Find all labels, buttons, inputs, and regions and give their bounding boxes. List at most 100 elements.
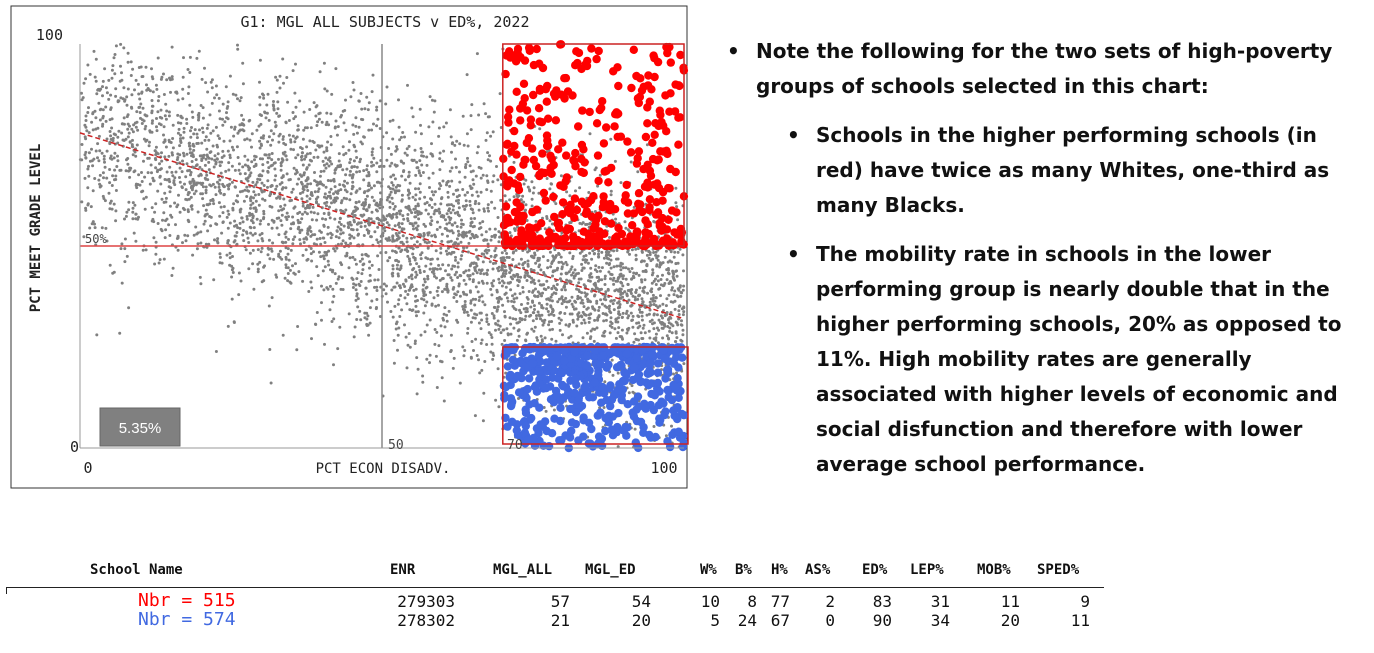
gray-point <box>190 188 194 192</box>
red-point <box>516 52 525 62</box>
gray-point <box>442 125 446 129</box>
gray-point <box>331 287 335 291</box>
gray-point <box>107 78 111 82</box>
gray-point <box>577 281 581 285</box>
gray-point <box>466 191 469 194</box>
gray-point <box>452 356 456 360</box>
gray-point <box>295 348 299 352</box>
gray-point <box>479 341 483 345</box>
gray-point <box>237 162 241 166</box>
gray-point <box>306 177 310 181</box>
gray-point <box>425 241 429 245</box>
gray-point <box>388 205 392 209</box>
gray-point <box>416 213 420 216</box>
gray-point <box>481 300 485 304</box>
gray-point <box>341 209 345 213</box>
gray-point <box>446 190 450 194</box>
red-point <box>653 57 663 67</box>
gray-point <box>396 183 400 187</box>
gray-point <box>190 126 193 129</box>
gray-point <box>532 311 536 315</box>
gray-point <box>569 267 573 271</box>
gray-point <box>400 198 404 202</box>
gray-point <box>297 270 301 274</box>
red-point <box>645 195 655 204</box>
red-point <box>542 97 551 106</box>
gray-point <box>500 265 504 269</box>
gray-point <box>433 202 437 206</box>
gray-point <box>403 151 407 155</box>
gray-point <box>220 231 224 235</box>
gray-point <box>366 230 370 234</box>
gray-point <box>507 281 511 285</box>
gray-point <box>351 123 355 127</box>
gray-point <box>273 167 277 171</box>
gray-point <box>654 283 658 286</box>
gray-point <box>525 279 529 282</box>
gray-point <box>412 267 416 270</box>
gray-point <box>209 80 213 84</box>
gray-point <box>634 337 638 341</box>
gray-point <box>355 292 359 296</box>
gray-point <box>213 154 217 158</box>
gray-point <box>243 188 247 192</box>
gray-point <box>210 86 214 90</box>
gray-point <box>560 267 564 271</box>
gray-point <box>540 313 544 317</box>
gray-point <box>149 163 153 167</box>
gray-point <box>333 126 337 130</box>
gray-point <box>231 208 235 212</box>
gray-point <box>490 336 494 339</box>
gray-point <box>353 214 357 217</box>
gray-point <box>614 217 618 221</box>
gray-point <box>184 188 188 192</box>
gray-point <box>652 251 656 254</box>
gray-point <box>360 203 364 207</box>
red-point <box>668 238 677 247</box>
gray-point <box>468 199 472 203</box>
gray-point <box>494 322 498 325</box>
gray-point <box>672 372 675 376</box>
gray-point <box>91 189 95 193</box>
gray-point <box>568 251 572 255</box>
gray-point <box>94 149 98 153</box>
gray-point <box>152 220 156 224</box>
gray-point <box>574 307 578 311</box>
gray-point <box>84 150 88 154</box>
gray-point <box>300 217 304 221</box>
gray-point <box>541 255 545 259</box>
gray-point <box>274 124 278 128</box>
gray-point <box>457 232 461 236</box>
red-point <box>645 97 654 106</box>
gray-point <box>355 294 359 298</box>
gray-point <box>421 171 425 174</box>
gray-point <box>419 333 423 337</box>
gray-point <box>195 232 199 236</box>
gray-point <box>325 253 328 257</box>
gray-point <box>468 203 472 207</box>
gray-point <box>124 214 128 218</box>
gray-point <box>533 325 537 329</box>
gray-point <box>550 260 554 264</box>
gray-point <box>309 210 313 214</box>
gray-point <box>456 320 460 324</box>
gray-point <box>326 140 330 144</box>
gray-point <box>445 212 449 216</box>
gray-point <box>681 253 685 257</box>
gray-point <box>651 322 654 326</box>
gray-point <box>198 128 201 132</box>
red-point <box>537 219 546 228</box>
gray-point <box>199 230 203 234</box>
gray-point <box>341 145 345 149</box>
gray-point <box>570 295 574 299</box>
gray-point <box>248 251 252 255</box>
gray-point <box>200 157 204 161</box>
gray-point <box>585 331 589 335</box>
gray-point <box>342 224 346 228</box>
gray-point <box>294 115 297 119</box>
gray-point <box>455 139 459 143</box>
gray-point <box>395 281 399 285</box>
gray-point <box>391 234 395 238</box>
gray-point <box>183 233 187 237</box>
gray-point <box>412 235 416 239</box>
